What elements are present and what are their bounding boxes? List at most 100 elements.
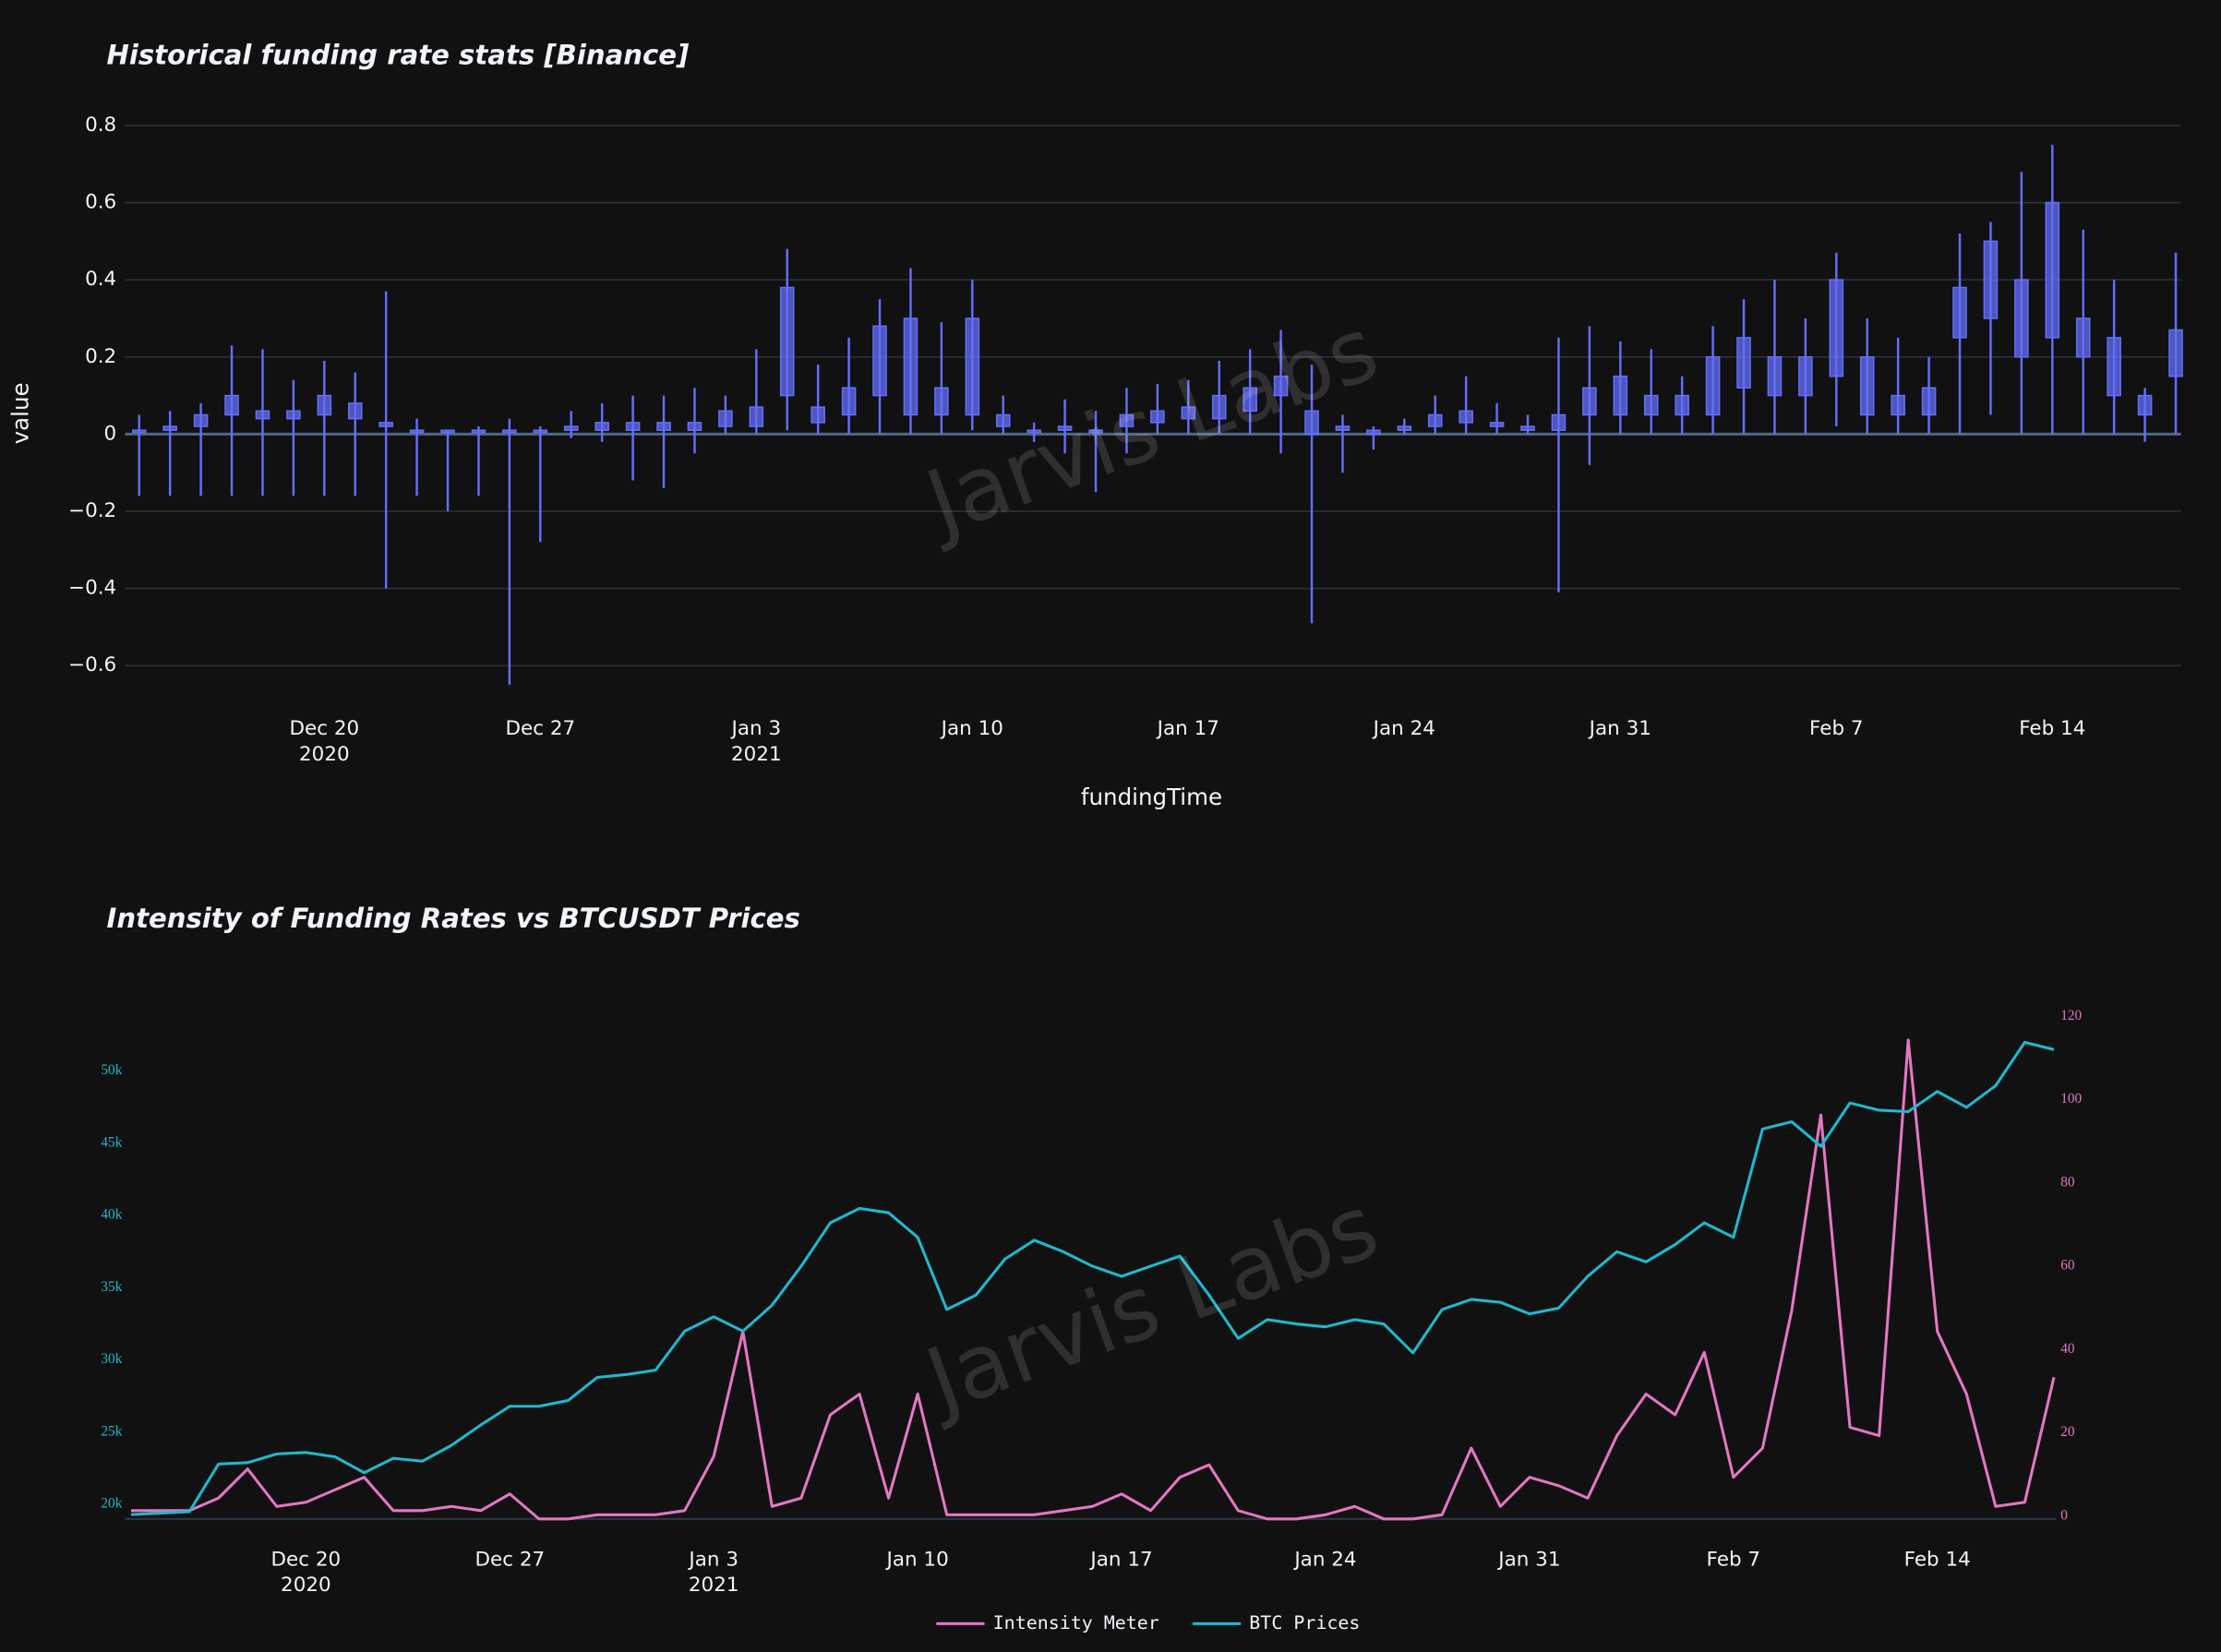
- candle-body: [1366, 429, 1381, 436]
- candle-body: [1243, 387, 1257, 413]
- candle-body: [1057, 425, 1073, 431]
- candle-body: [1983, 240, 1999, 319]
- candle-body: [131, 429, 147, 434]
- legend-label: Intensity Meter: [993, 1611, 1159, 1634]
- candle-body: [1088, 429, 1103, 434]
- x-tick-label: Jan 3 2021: [730, 717, 782, 766]
- candle-body: [749, 406, 764, 427]
- y-tick-label: −0.4: [68, 577, 116, 600]
- y-tick-label: 35k: [101, 1279, 122, 1295]
- candle-body: [162, 425, 177, 431]
- y-tick-label: −0.6: [68, 653, 116, 676]
- y-tick-label: 0: [104, 422, 117, 445]
- candle-body: [409, 429, 425, 434]
- candle-body: [1181, 406, 1196, 420]
- series-line: [130, 1040, 2055, 1516]
- candle-body: [2168, 329, 2183, 377]
- candle-body: [1026, 429, 1041, 434]
- candle-body: [687, 422, 702, 431]
- candle-body: [779, 286, 795, 397]
- chart-title: Historical funding rate stats [Binance]: [107, 39, 690, 70]
- x-tick-label: Feb 7: [1707, 1548, 1761, 1571]
- candle-body: [1551, 413, 1567, 431]
- candle-body: [1150, 410, 1165, 424]
- candle-body: [255, 410, 270, 420]
- x-tick-label: Dec 20 2020: [289, 717, 359, 766]
- y2-tick-label: 100: [2060, 1091, 2082, 1107]
- candle-body: [1675, 394, 1689, 416]
- y-tick-label: 40k: [101, 1207, 122, 1223]
- candle-body: [1273, 375, 1289, 397]
- candle-body: [995, 413, 1011, 427]
- candle-body: [1921, 387, 1937, 416]
- candle-body: [903, 317, 918, 416]
- y2-tick-label: 0: [2060, 1507, 2068, 1523]
- candle-body: [193, 413, 209, 427]
- y-tick-label: 20k: [101, 1496, 122, 1512]
- candle-body: [1705, 356, 1721, 416]
- candle-body: [2045, 201, 2060, 339]
- candle-body: [1952, 286, 1967, 339]
- x-tick-label: Feb 14: [1904, 1548, 1971, 1571]
- series-line: [131, 1038, 2056, 1521]
- y2-tick-label: 60: [2060, 1258, 2075, 1274]
- candle-body: [440, 429, 455, 434]
- chart-title: Intensity of Funding Rates vs BTCUSDT Pr…: [107, 903, 800, 934]
- candle-body: [1119, 413, 1135, 427]
- candle-body: [625, 422, 641, 431]
- y-tick-label: 0.8: [85, 114, 116, 137]
- y2-tick-label: 20: [2060, 1424, 2075, 1440]
- x-tick-label: Jan 10: [885, 1548, 949, 1571]
- y-tick-label: 0.4: [85, 268, 116, 291]
- x-tick-label: Feb 7: [1809, 717, 1864, 740]
- candle-body: [378, 422, 393, 427]
- candle-body: [872, 325, 887, 397]
- candle-body: [1798, 356, 1813, 397]
- candle-body: [934, 387, 949, 416]
- x-tick-label: Jan 31: [1588, 717, 1651, 740]
- candle-body: [718, 410, 733, 427]
- candle-body: [286, 410, 301, 420]
- candle-body: [594, 422, 609, 431]
- candle-body: [1304, 410, 1319, 436]
- candle-body: [841, 387, 857, 416]
- candle-body: [2137, 394, 2153, 416]
- x-tick-label: Jan 17: [1156, 717, 1219, 740]
- candle-body: [502, 429, 517, 434]
- x-tick-label: Jan 3 2021: [687, 1548, 738, 1597]
- candle-body: [1520, 425, 1535, 431]
- candle-body: [1335, 425, 1351, 431]
- candle-body: [224, 394, 239, 416]
- y-tick-label: 45k: [101, 1134, 122, 1150]
- x-tick-label: Jan 31: [1496, 1548, 1560, 1571]
- x-tick-label: Dec 20 2020: [271, 1548, 342, 1597]
- candle-body: [1736, 337, 1751, 389]
- y2-tick-label: 120: [2060, 1008, 2082, 1024]
- candle-body: [1427, 413, 1443, 427]
- candle-body: [1859, 356, 1875, 416]
- x-tick-label: Jan 17: [1088, 1548, 1152, 1571]
- x-tick-label: Dec 27: [474, 1548, 545, 1571]
- candle-body: [2075, 317, 2091, 358]
- y2-tick-label: 40: [2060, 1341, 2075, 1357]
- candle-body: [533, 429, 548, 434]
- candle-body: [1829, 279, 1844, 377]
- x-tick-label: Dec 27: [505, 717, 575, 740]
- candle-body: [1211, 394, 1227, 420]
- legend-label: BTC Prices: [1249, 1611, 1360, 1634]
- y-tick-label: 0.6: [85, 191, 116, 214]
- candle-body: [2107, 337, 2121, 397]
- candle-body: [2014, 279, 2029, 358]
- y2-tick-label: 80: [2060, 1174, 2075, 1190]
- y-axis-title: value: [6, 382, 33, 444]
- candle-body: [1582, 387, 1597, 416]
- candle-body: [1891, 394, 1905, 416]
- candle-body: [563, 425, 579, 431]
- candle-body: [347, 402, 363, 420]
- x-tick-label: Jan 24: [1292, 1548, 1356, 1571]
- x-axis-title: fundingTime: [1081, 784, 1222, 810]
- candle-body: [1397, 425, 1412, 431]
